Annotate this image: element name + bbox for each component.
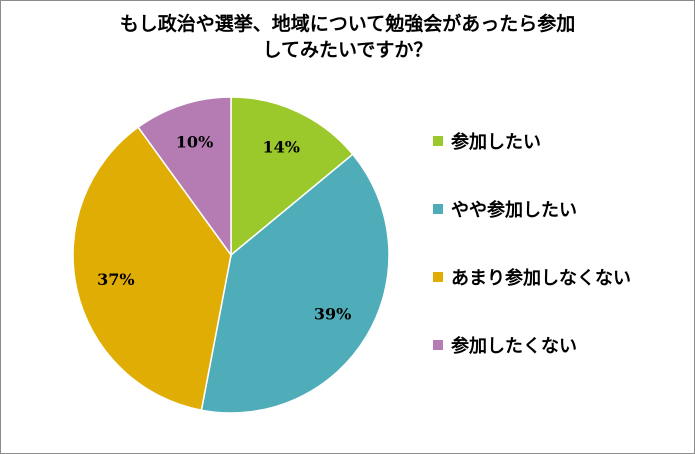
legend-label: あまり参加しなくない <box>451 268 631 289</box>
chart-title: もし政治や選挙、地域について勉強会があったら参加 してみたいですか？ <box>1 11 694 63</box>
legend-item-sanka-shitai: 参加したい <box>433 129 693 153</box>
data-label-sanka-shitakunai: 10% <box>176 132 213 151</box>
legend-swatch <box>433 136 443 146</box>
data-label-amari-sanka-shinakunai: 37% <box>97 270 134 289</box>
legend-item-amari-sanka-shinakunai: あまり参加しなくない <box>433 265 693 289</box>
pie-slice-sanka-shitai <box>230 96 354 257</box>
data-label-sanka-shitai: 14% <box>263 138 300 157</box>
legend-swatch <box>433 340 443 350</box>
legend-label: やや参加したい <box>451 200 577 221</box>
legend: 参加したい やや参加したい あまり参加しなくない 参加したくない <box>433 129 693 401</box>
chart-title-line-1: もし政治や選挙、地域について勉強会があったら参加 <box>119 13 576 35</box>
pie-slice-sanka-shitakunai <box>137 96 232 258</box>
chart-title-line-2: してみたいですか？ <box>262 39 433 61</box>
legend-swatch <box>433 204 443 214</box>
pie-slice-yaya-sanka-shitai <box>200 153 390 414</box>
legend-item-sanka-shitakunai: 参加したくない <box>433 333 693 357</box>
legend-swatch <box>433 272 443 282</box>
legend-item-yaya-sanka-shitai: やや参加したい <box>433 197 693 221</box>
legend-label: 参加したくない <box>451 336 577 357</box>
legend-label: 参加したい <box>451 132 541 153</box>
pie-slice-amari-sanka-shinakunai <box>72 126 232 412</box>
data-label-yaya-sanka-shitai: 39% <box>314 305 351 324</box>
